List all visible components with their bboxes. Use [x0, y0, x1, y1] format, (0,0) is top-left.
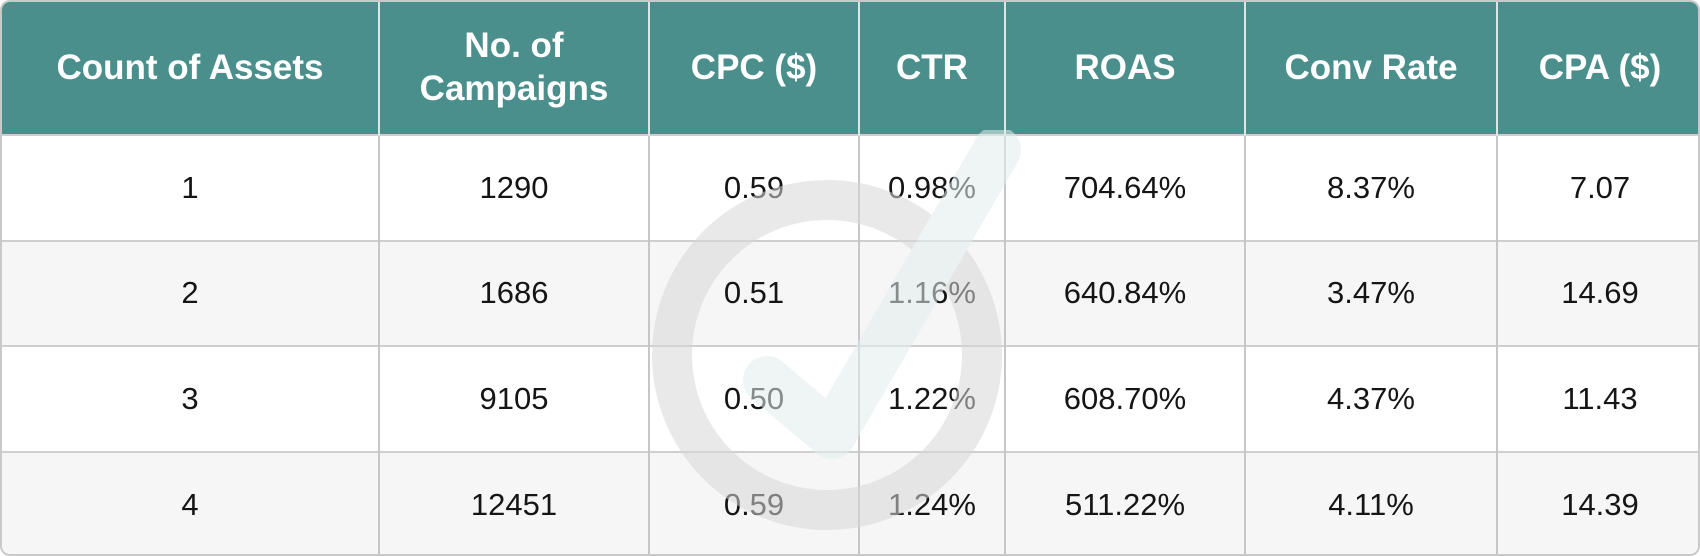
cell-roas: 640.84%	[1005, 239, 1246, 346]
cell-roas: 704.64%	[1005, 134, 1246, 241]
cell-cpc: 0.59	[649, 134, 860, 241]
header-roas: ROAS	[1005, 2, 1246, 135]
header-cpc: CPC ($)	[649, 2, 860, 135]
header-no-of-campaigns: No. of Campaigns	[379, 2, 650, 135]
cell-count-of-assets: 2	[2, 239, 380, 346]
cell-cpc: 0.51	[649, 239, 860, 346]
cell-cpc: 0.59	[649, 450, 860, 554]
cell-conv-rate: 4.37%	[1245, 345, 1498, 452]
cell-count-of-assets: 4	[2, 450, 380, 554]
table-row: 1 1290 0.59 0.98% 704.64% 8.37% 7.07	[2, 134, 1698, 241]
cell-no-of-campaigns: 9105	[379, 345, 650, 452]
header-count-of-assets: Count of Assets	[2, 2, 380, 135]
table-header-row: Count of Assets No. of Campaigns CPC ($)…	[2, 2, 1698, 135]
cell-ctr: 1.16%	[859, 239, 1006, 346]
cell-cpa: 7.07	[1497, 134, 1698, 241]
cell-no-of-campaigns: 1686	[379, 239, 650, 346]
cell-ctr: 1.22%	[859, 345, 1006, 452]
table-row: 2 1686 0.51 1.16% 640.84% 3.47% 14.69	[2, 239, 1698, 346]
cell-conv-rate: 4.11%	[1245, 450, 1498, 554]
header-cpa: CPA ($)	[1497, 2, 1698, 135]
cell-ctr: 0.98%	[859, 134, 1006, 241]
cell-cpa: 14.69	[1497, 239, 1698, 346]
cell-no-of-campaigns: 12451	[379, 450, 650, 554]
header-ctr: CTR	[859, 2, 1006, 135]
cell-cpa: 11.43	[1497, 345, 1698, 452]
cell-count-of-assets: 3	[2, 345, 380, 452]
cell-ctr: 1.24%	[859, 450, 1006, 554]
cell-no-of-campaigns: 1290	[379, 134, 650, 241]
cell-conv-rate: 3.47%	[1245, 239, 1498, 346]
cell-cpc: 0.50	[649, 345, 860, 452]
cell-conv-rate: 8.37%	[1245, 134, 1498, 241]
header-conv-rate: Conv Rate	[1245, 2, 1498, 135]
table-row: 4 12451 0.59 1.24% 511.22% 4.11% 14.39	[2, 450, 1698, 554]
table-row: 3 9105 0.50 1.22% 608.70% 4.37% 11.43	[2, 345, 1698, 452]
cell-roas: 511.22%	[1005, 450, 1246, 554]
cell-count-of-assets: 1	[2, 134, 380, 241]
cell-roas: 608.70%	[1005, 345, 1246, 452]
cell-cpa: 14.39	[1497, 450, 1698, 554]
